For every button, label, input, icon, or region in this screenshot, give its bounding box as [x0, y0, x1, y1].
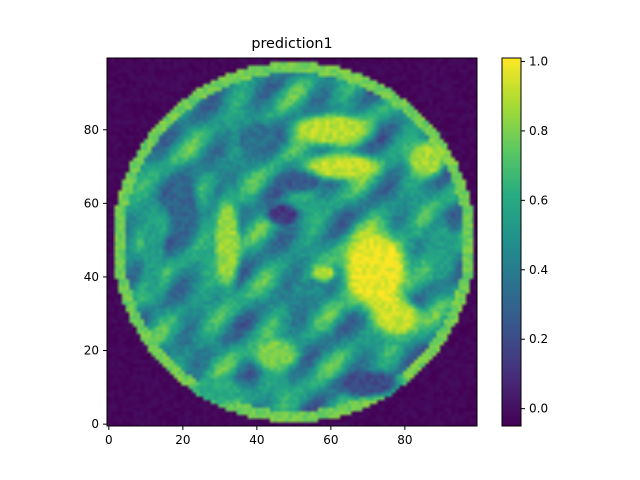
y-tick-label: 80 [84, 123, 99, 137]
x-tick-label: 80 [397, 433, 412, 447]
y-tick-label: 0 [91, 417, 99, 431]
colorbar-tick-label: 0.8 [529, 124, 548, 138]
colorbar-tick-label: 0.2 [529, 332, 548, 346]
colorbar-tick-label: 0.4 [529, 263, 548, 277]
y-tick-label: 20 [84, 344, 99, 358]
x-tick-label: 0 [105, 433, 113, 447]
chart-title: prediction1 [251, 36, 332, 52]
x-tick-label: 60 [323, 433, 338, 447]
colorbar-tick-label: 0.0 [529, 402, 548, 416]
heatmap-raster [107, 58, 477, 426]
x-tick-label: 40 [249, 433, 264, 447]
colorbar-ticks: 0.0 0.2 0.4 0.6 0.8 1.0 [521, 54, 548, 416]
x-tick-label: 20 [175, 433, 190, 447]
y-axis: 0 20 40 60 80 [84, 123, 107, 431]
plot-frame [106, 57, 478, 427]
heatmap-image [106, 57, 478, 427]
colorbar-tick-label: 0.6 [529, 193, 548, 207]
colorbar-frame [501, 57, 522, 427]
y-tick-label: 40 [84, 270, 99, 284]
x-axis: 0 20 40 60 80 [105, 426, 412, 447]
colorbar-tick-label: 1.0 [529, 54, 548, 68]
y-tick-label: 60 [84, 196, 99, 210]
colorbar: 0.0 0.2 0.4 0.6 0.8 1.0 [501, 54, 548, 427]
colorbar-gradient [502, 58, 521, 426]
